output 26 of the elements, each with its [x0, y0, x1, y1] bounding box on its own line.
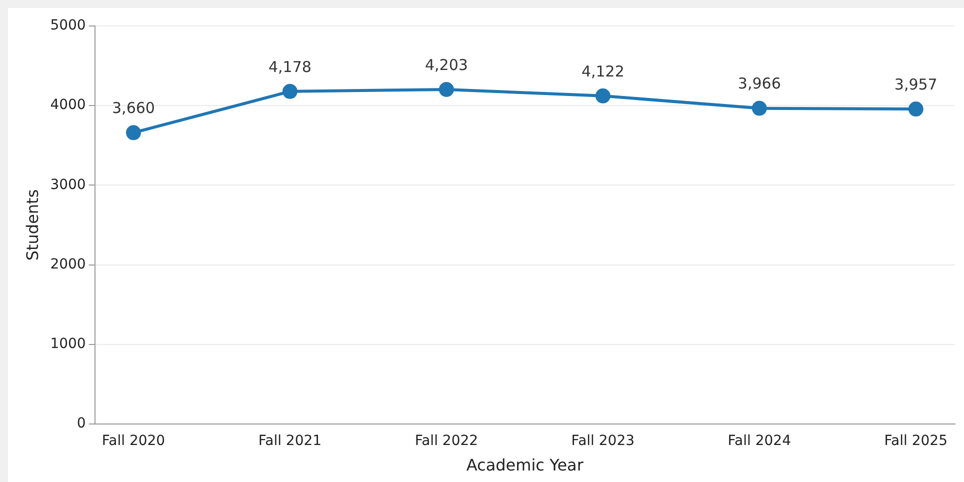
y-tick-label: 0 — [76, 416, 86, 432]
y-tick-label: 2000 — [50, 256, 86, 272]
x-tick-label: Fall 2022 — [414, 433, 478, 450]
data-label: 4,122 — [581, 62, 624, 80]
point — [752, 100, 767, 116]
x-tick-label: Fall 2020 — [102, 433, 166, 450]
point — [282, 84, 298, 99]
y-tick-label: 4000 — [50, 97, 86, 114]
y-tick-label: 1000 — [50, 336, 86, 352]
data-label: 3,660 — [112, 99, 155, 118]
x-axis-title: Academic Year — [466, 456, 584, 475]
x-tick-label: Fall 2024 — [728, 433, 792, 450]
y-tick-label: 3000 — [50, 176, 86, 193]
point — [595, 88, 610, 104]
data-label: 4,203 — [424, 56, 468, 74]
y-axis-title: Students — [22, 189, 42, 261]
y-tick-label: 5000 — [50, 18, 86, 34]
x-tick-label: Fall 2025 — [884, 433, 948, 450]
point — [908, 102, 924, 117]
x-tick-label: Fall 2021 — [258, 433, 322, 450]
data-label: 4,178 — [268, 58, 312, 76]
point — [126, 125, 141, 140]
x-tick-label: Fall 2023 — [571, 433, 635, 450]
point — [438, 82, 454, 97]
data-label: 3,957 — [894, 75, 938, 94]
data-label: 3,966 — [738, 74, 781, 93]
